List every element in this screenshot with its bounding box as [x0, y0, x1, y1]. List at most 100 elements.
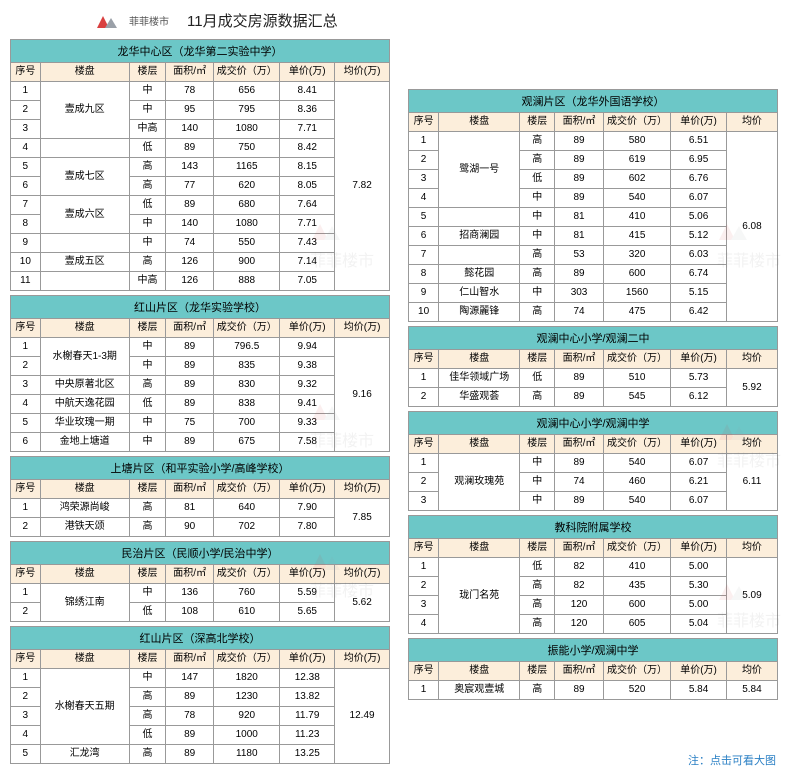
- cell-project: 港铁天颂: [40, 518, 129, 537]
- table-row: 1佳华领域广场低895105.735.92: [409, 369, 778, 388]
- column-header: 均价(万): [335, 565, 390, 584]
- cell-value: 6.07: [671, 492, 727, 511]
- cell-project: 壹成六区: [40, 196, 129, 234]
- section-title: 红山片区（深高北学校）: [10, 626, 390, 649]
- table-section: 红山片区（龙华实验学校）序号楼盘楼层面积/㎡成交价（万）单价(万)均价(万)1水…: [10, 295, 390, 452]
- column-header: 序号: [11, 480, 41, 499]
- cell-value: 540: [603, 492, 670, 511]
- table-row: 9中745507.43: [11, 234, 390, 253]
- cell-value: 89: [555, 369, 604, 388]
- column-header: 楼盘: [439, 113, 520, 132]
- section-title: 龙华中心区（龙华第二实验中学）: [10, 39, 390, 62]
- cell-value: 高: [129, 158, 166, 177]
- cell-index: 3: [11, 376, 41, 395]
- cell-value: 89: [166, 688, 214, 707]
- cell-value: 5.73: [671, 369, 727, 388]
- table-section: 上塘片区（和平实验小学/高峰学校）序号楼盘楼层面积/㎡成交价（万）单价(万)均价…: [10, 456, 390, 537]
- cell-value: 中高: [129, 120, 166, 139]
- cell-project: 华业玫瑰一期: [40, 414, 129, 433]
- column-header: 面积/㎡: [166, 480, 214, 499]
- column-header: 面积/㎡: [166, 63, 214, 82]
- cell-value: 605: [603, 615, 670, 634]
- cell-value: 89: [555, 388, 604, 407]
- cell-value: 82: [555, 558, 604, 577]
- column-header: 成交价（万）: [603, 435, 670, 454]
- cell-value: 89: [555, 132, 604, 151]
- cell-value: 410: [603, 208, 670, 227]
- cell-index: 4: [409, 615, 439, 634]
- cell-index: 1: [409, 681, 439, 700]
- cell-average: 12.49: [335, 669, 390, 764]
- cell-index: 2: [409, 577, 439, 596]
- column-header: 序号: [409, 113, 439, 132]
- cell-value: 95: [166, 101, 214, 120]
- cell-index: 10: [11, 253, 41, 272]
- cell-value: 410: [603, 558, 670, 577]
- cell-value: 6.74: [671, 265, 727, 284]
- cell-value: 13.25: [280, 745, 335, 764]
- cell-project: 鸿荣源尚峻: [40, 499, 129, 518]
- cell-project: 陶源麗锋: [439, 303, 520, 322]
- cell-index: 11: [11, 272, 41, 291]
- cell-index: 2: [11, 518, 41, 537]
- cell-value: 高: [520, 246, 555, 265]
- cell-value: 81: [555, 227, 604, 246]
- table-section: 红山片区（深高北学校）序号楼盘楼层面积/㎡成交价（万）单价(万)均价(万)1水榭…: [10, 626, 390, 764]
- cell-value: 中: [129, 101, 166, 120]
- cell-value: 高: [520, 596, 555, 615]
- cell-value: 89: [166, 745, 214, 764]
- cell-value: 78: [166, 707, 214, 726]
- cell-value: 89: [555, 681, 604, 700]
- cell-value: 136: [166, 584, 214, 603]
- cell-project: 仁山智水: [439, 284, 520, 303]
- cell-index: 2: [409, 151, 439, 170]
- section-title: 振能小学/观澜中学: [408, 638, 778, 661]
- cell-value: 600: [603, 596, 670, 615]
- cell-project: [40, 234, 129, 253]
- column-header: 楼层: [129, 565, 166, 584]
- column-header: 面积/㎡: [555, 662, 604, 681]
- cell-value: 7.71: [280, 120, 335, 139]
- footer-note[interactable]: 注：点击可看大图: [688, 752, 776, 768]
- table-row: 5华业玫瑰一期中757009.33: [11, 414, 390, 433]
- table-section: 龙华中心区（龙华第二实验中学）序号楼盘楼层面积/㎡成交价（万）单价(万)均价(万…: [10, 39, 390, 291]
- cell-project: [40, 139, 129, 158]
- cell-project: [40, 272, 129, 291]
- table-row: 1锦绣江南中1367605.595.62: [11, 584, 390, 603]
- section-title: 观澜片区（龙华外国语学校）: [408, 89, 778, 112]
- cell-value: 619: [603, 151, 670, 170]
- cell-index: 3: [409, 492, 439, 511]
- page-header: 菲菲楼市 11月成交房源数据汇总: [10, 10, 796, 31]
- data-table: 序号楼盘楼层面积/㎡成交价（万）单价(万)均价(万)1壹成九区中786568.4…: [10, 62, 390, 291]
- cell-value: 78: [166, 82, 214, 101]
- cell-value: 90: [166, 518, 214, 537]
- cell-value: 520: [603, 681, 670, 700]
- brand-name: 菲菲楼市: [129, 13, 169, 28]
- cell-project: 华盛观荟: [439, 388, 520, 407]
- cell-index: 8: [409, 265, 439, 284]
- cell-average: 5.62: [335, 584, 390, 622]
- cell-value: 12.38: [280, 669, 335, 688]
- cell-value: 89: [555, 265, 604, 284]
- content-columns: 龙华中心区（龙华第二实验中学） 序号楼盘楼层面积/㎡成交价（万）单价(万)均价(万…: [10, 39, 796, 768]
- cell-average: 7.82: [335, 82, 390, 291]
- cell-project: 中航天逸花园: [40, 395, 129, 414]
- column-header: 序号: [11, 319, 41, 338]
- cell-project: 观澜玫瑰苑: [439, 454, 520, 511]
- cell-value: 1230: [214, 688, 280, 707]
- cell-value: 5.00: [671, 558, 727, 577]
- cell-value: 5.06: [671, 208, 727, 227]
- data-table: 序号楼盘楼层面积/㎡成交价（万）单价(万)均价1奥宸观壹城高895205.845…: [408, 661, 778, 700]
- cell-project: 壹成九区: [40, 82, 129, 139]
- section-title: 民治片区（民顺小学/民治中学）: [10, 541, 390, 564]
- column-header: 楼层: [129, 650, 166, 669]
- cell-index: 1: [409, 558, 439, 577]
- data-table: 序号楼盘楼层面积/㎡成交价（万）单价(万)均价(万)1水榭春天1-3期中8979…: [10, 318, 390, 452]
- cell-index: 7: [11, 196, 41, 215]
- cell-value: 680: [214, 196, 280, 215]
- cell-index: 2: [11, 357, 41, 376]
- cell-value: 796.5: [214, 338, 280, 357]
- cell-value: 82: [555, 577, 604, 596]
- column-header: 均价: [726, 435, 777, 454]
- cell-value: 6.07: [671, 454, 727, 473]
